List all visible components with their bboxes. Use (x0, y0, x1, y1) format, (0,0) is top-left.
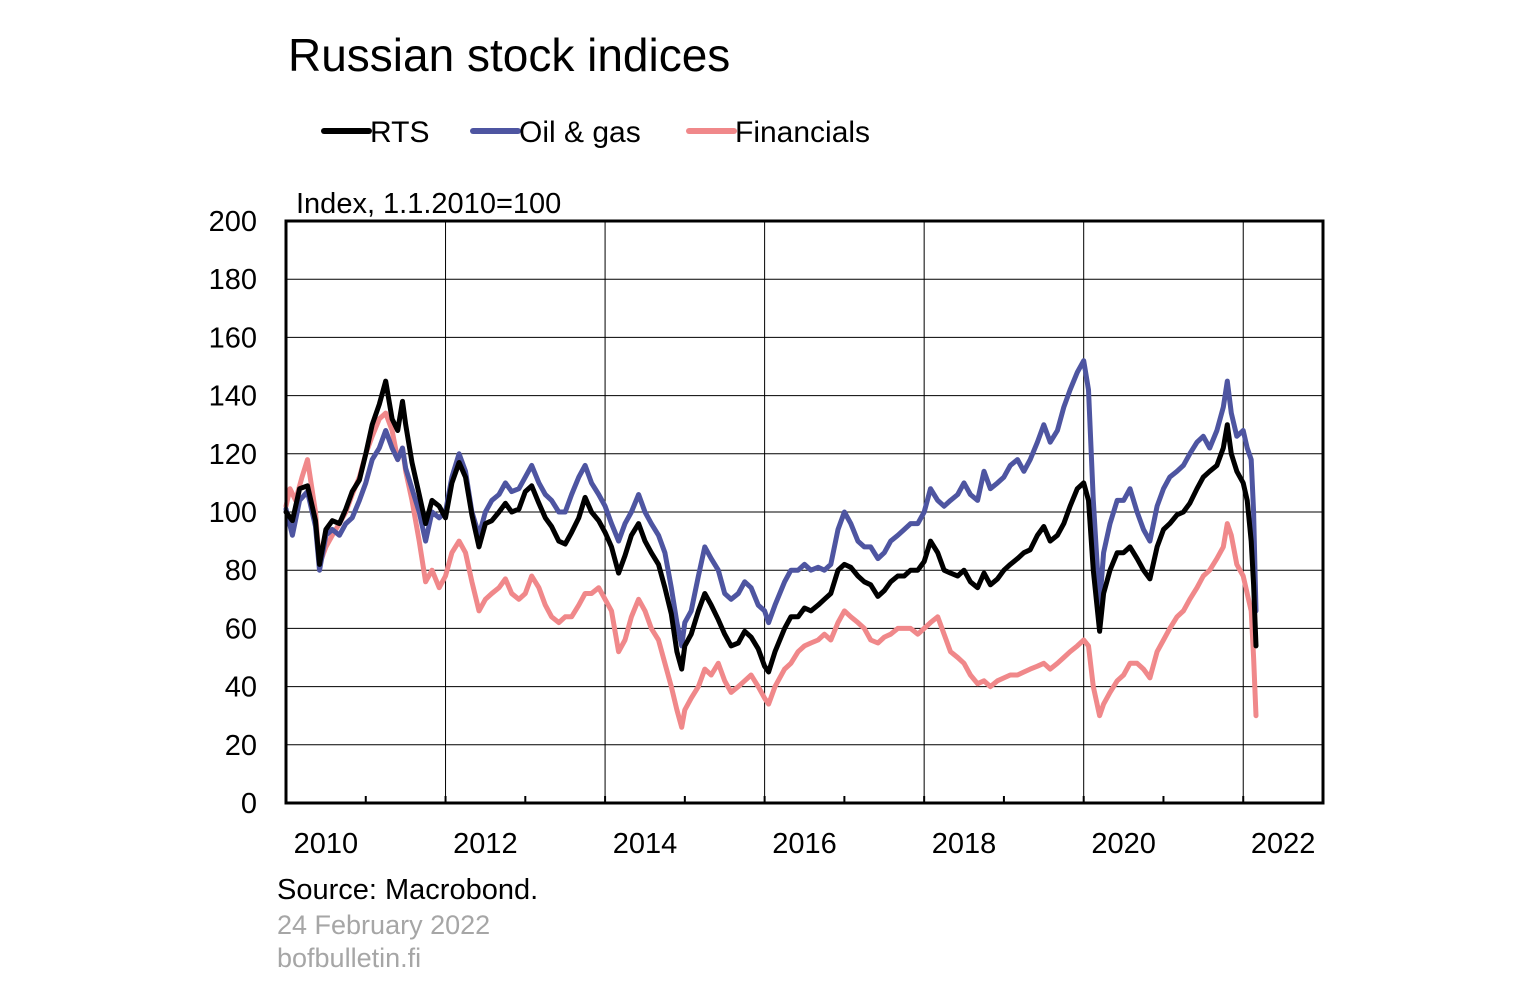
x-tick-label: 2012 (453, 828, 518, 860)
x-tick-label: 2020 (1091, 828, 1156, 860)
y-tick-label: 180 (209, 264, 257, 296)
y-axis-unit-label: Index, 1.1.2010=100 (296, 188, 561, 220)
y-tick-label: 140 (209, 381, 257, 413)
legend-label: RTS (370, 116, 429, 149)
y-tick-label: 160 (209, 322, 257, 354)
x-tick-label: 2010 (294, 828, 359, 860)
series-layer (283, 358, 1259, 730)
legend: RTS Oil & gas Financials (321, 116, 870, 149)
y-axis: 0 20 40 60 80 100 120 140 160 180 200 (209, 206, 257, 820)
legend-item: Financials (686, 116, 870, 149)
y-tick-label: 60 (225, 613, 257, 645)
x-tick-label: 2016 (772, 828, 837, 860)
y-tick-label: 120 (209, 439, 257, 471)
series-line-financials (283, 410, 1259, 730)
y-tick-label: 0 (241, 788, 257, 820)
y-tick-label: 20 (225, 730, 257, 762)
source-note: Source: Macrobond. (277, 874, 538, 906)
legend-item: RTS (321, 116, 429, 149)
x-tick-label: 2022 (1251, 828, 1316, 860)
y-tick-label: 40 (225, 672, 257, 704)
plot-frame (284, 219, 1325, 805)
publication-date: 24 February 2022 (277, 910, 490, 940)
x-tick-label: 2018 (932, 828, 997, 860)
chart-title: Russian stock indices (288, 29, 730, 81)
x-tick-label: 2014 (613, 828, 678, 860)
y-tick-label: 200 (209, 206, 257, 238)
website-label: bofbulletin.fi (277, 943, 421, 973)
legend-label: Financials (735, 116, 870, 149)
series-line-rts (283, 378, 1259, 675)
legend-label: Oil & gas (519, 116, 641, 149)
y-tick-label: 100 (209, 497, 257, 529)
x-axis: 2010 2012 2014 2016 2018 2020 2022 (285, 796, 1324, 860)
y-tick-label: 80 (225, 555, 257, 587)
legend-item: Oil & gas (470, 116, 641, 149)
